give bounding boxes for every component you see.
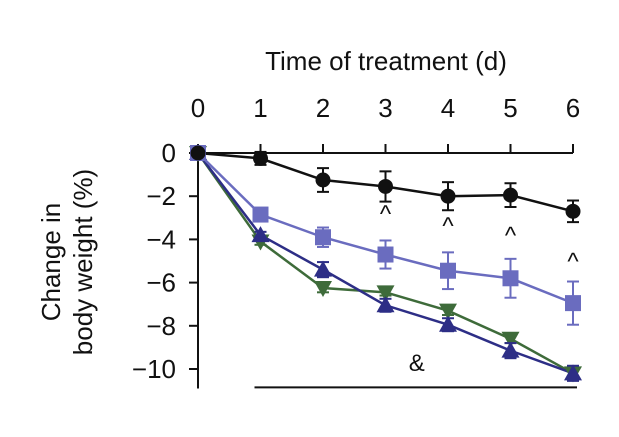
data-point bbox=[190, 145, 206, 161]
data-point bbox=[376, 285, 395, 302]
data-point bbox=[252, 206, 269, 223]
data-point bbox=[440, 188, 456, 204]
data-point bbox=[503, 187, 518, 203]
significance-caret: ^ bbox=[505, 223, 517, 250]
data-point bbox=[315, 229, 331, 246]
x-tick-label: 0 bbox=[191, 93, 205, 123]
data-point bbox=[378, 178, 393, 194]
data-point bbox=[439, 315, 457, 332]
x-tick-label: 6 bbox=[566, 93, 580, 123]
y-axis-title-line-1: Change in bbox=[36, 203, 66, 322]
y-tick-label: −6 bbox=[146, 268, 176, 298]
y-tick-label: −8 bbox=[146, 311, 176, 341]
data-point bbox=[564, 364, 582, 381]
data-point bbox=[502, 270, 519, 287]
x-tick-label: 5 bbox=[503, 93, 517, 123]
x-tick-label: 3 bbox=[378, 93, 392, 123]
data-point bbox=[314, 281, 332, 297]
data-point bbox=[439, 303, 457, 320]
data-point bbox=[440, 262, 456, 279]
x-tick-label: 4 bbox=[441, 93, 455, 123]
data-point bbox=[501, 341, 520, 358]
data-point bbox=[315, 172, 331, 188]
y-tick-label: −2 bbox=[146, 181, 176, 211]
significance-ampersand: & bbox=[409, 350, 425, 377]
data-point bbox=[376, 296, 395, 313]
data-point bbox=[253, 150, 268, 166]
data-point bbox=[565, 203, 581, 219]
y-tick-label: −10 bbox=[132, 354, 176, 384]
x-axis-title: Time of treatment (d) bbox=[265, 46, 507, 76]
y-axis-title-line-2: body weight (%) bbox=[68, 169, 98, 355]
y-tick-label: −4 bbox=[146, 224, 176, 254]
x-tick-label: 2 bbox=[316, 93, 330, 123]
significance-caret: ^ bbox=[567, 249, 579, 276]
significance-caret: ^ bbox=[442, 213, 454, 240]
y-tick-label: 0 bbox=[162, 138, 176, 168]
data-point bbox=[251, 226, 270, 243]
data-point bbox=[565, 295, 581, 312]
x-tick-label: 1 bbox=[253, 93, 267, 123]
significance-caret: ^ bbox=[380, 201, 392, 228]
data-point bbox=[377, 246, 394, 263]
data-point bbox=[314, 260, 332, 277]
data-point bbox=[501, 331, 520, 348]
